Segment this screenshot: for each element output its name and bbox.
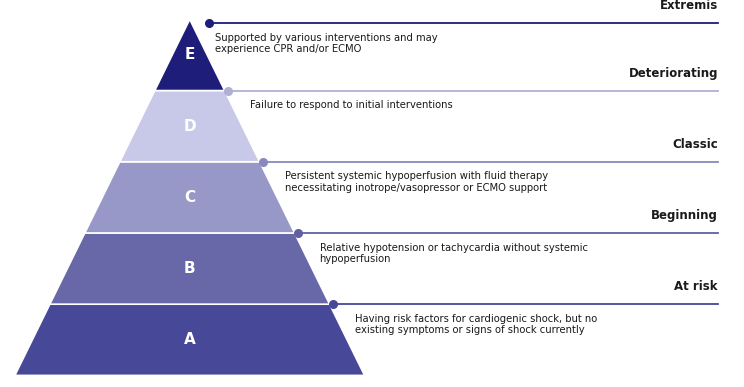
Text: B: B	[184, 261, 196, 276]
Text: E: E	[185, 48, 195, 62]
Text: Extremis: Extremis	[660, 0, 718, 12]
Text: Beginning: Beginning	[651, 209, 718, 222]
Text: Supported by various interventions and may
experience CPR and/or ECMO: Supported by various interventions and m…	[214, 33, 437, 55]
Text: C: C	[185, 190, 195, 205]
Polygon shape	[120, 91, 260, 162]
Text: A: A	[184, 332, 196, 347]
Polygon shape	[85, 162, 295, 233]
Polygon shape	[50, 233, 330, 304]
Text: Relative hypotension or tachycardia without systemic
hypoperfusion: Relative hypotension or tachycardia with…	[320, 243, 588, 264]
Text: Having risk factors for cardiogenic shock, but no
existing symptoms or signs of : Having risk factors for cardiogenic shoc…	[355, 314, 597, 336]
Text: Failure to respond to initial interventions: Failure to respond to initial interventi…	[250, 100, 452, 110]
Text: Deteriorating: Deteriorating	[629, 67, 718, 80]
Polygon shape	[15, 304, 365, 375]
Text: Persistent systemic hypoperfusion with fluid therapy
necessitating inotrope/vaso: Persistent systemic hypoperfusion with f…	[284, 171, 548, 193]
Text: Classic: Classic	[673, 138, 718, 151]
Polygon shape	[155, 19, 225, 91]
Text: At risk: At risk	[675, 280, 718, 293]
Text: D: D	[184, 119, 196, 134]
